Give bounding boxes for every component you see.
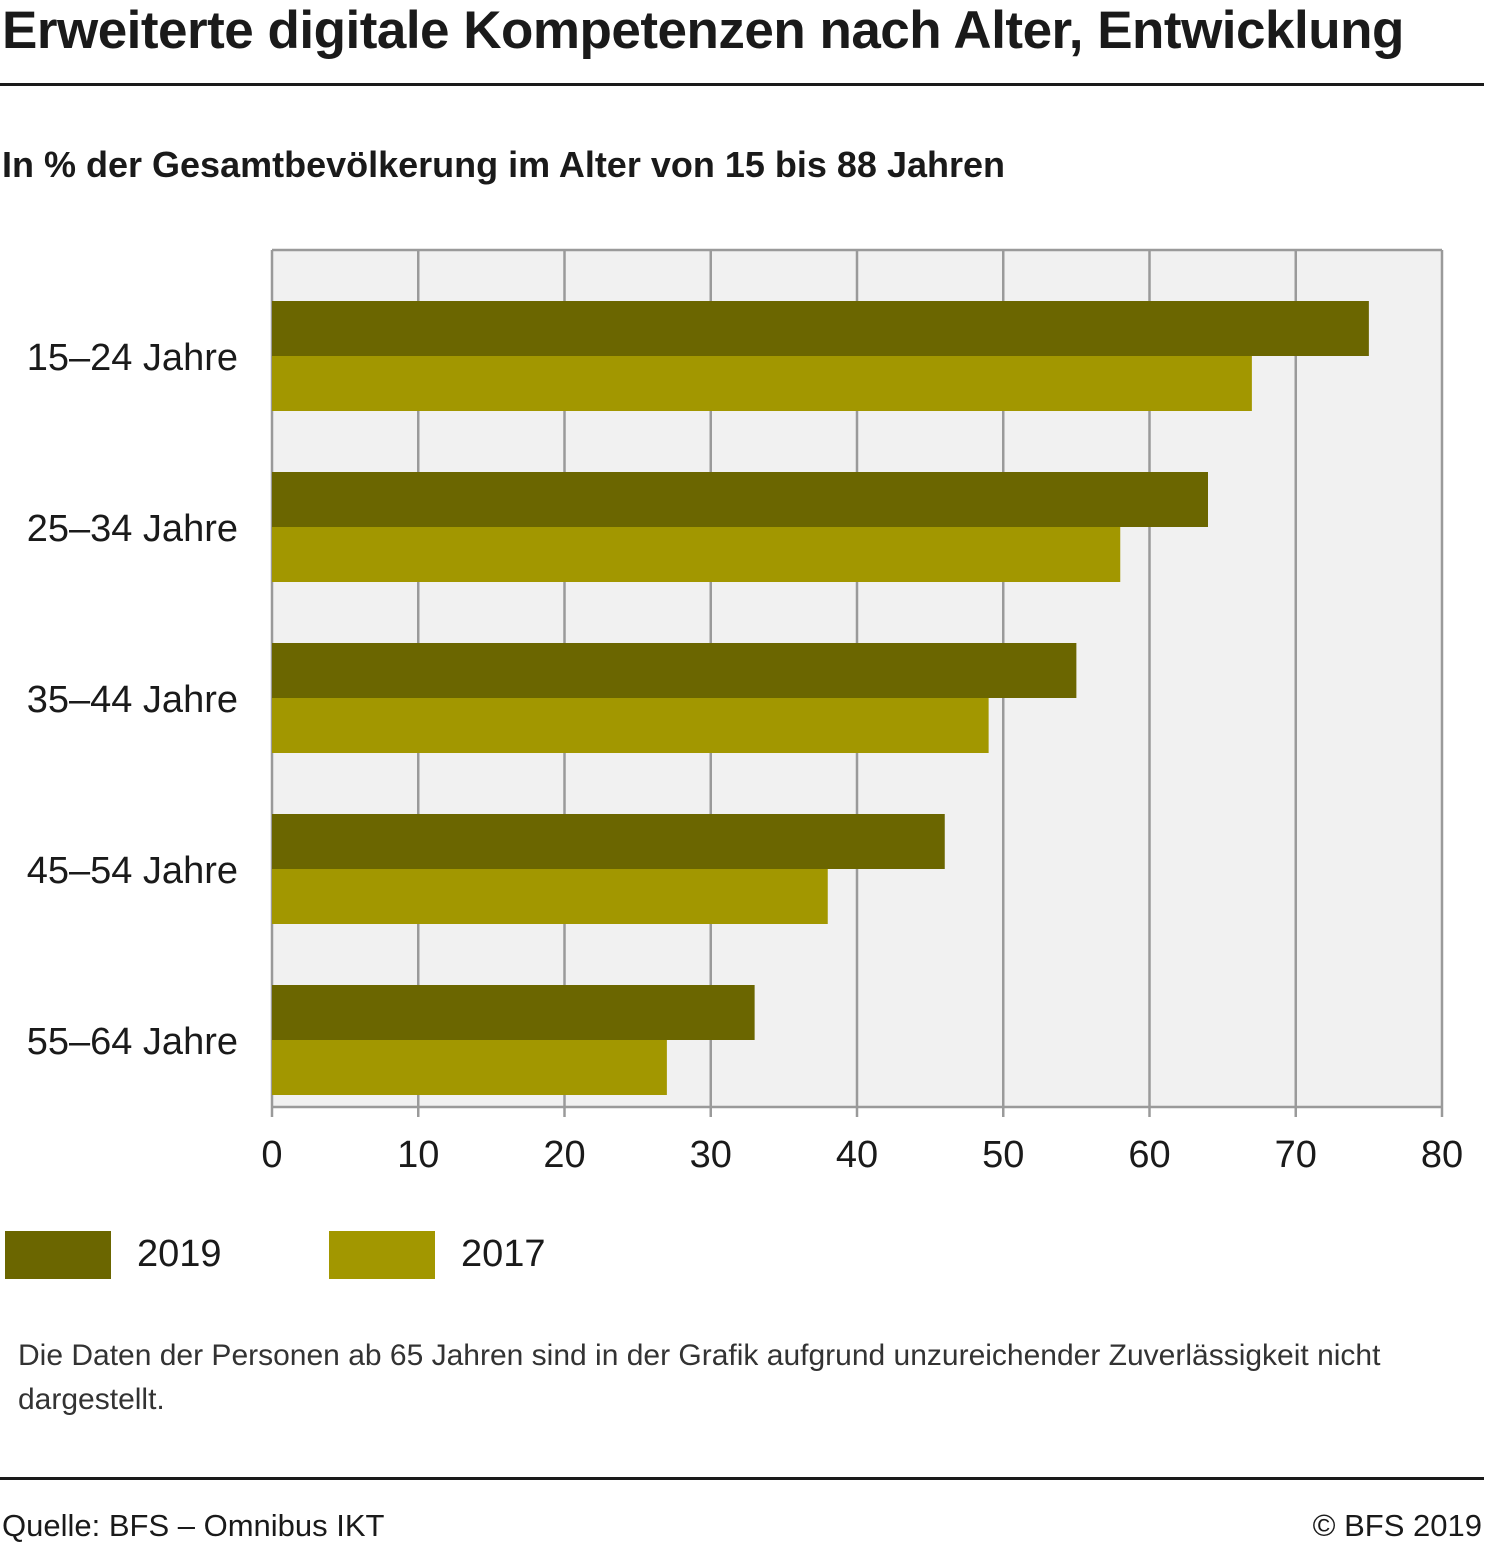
legend-swatch-2017 bbox=[329, 1231, 435, 1279]
bar-chart: 0 10 20 30 40 50 60 70 80 15–24 Jahre 25–34 Jahre 3… bbox=[27, 248, 1463, 1176]
chart-subtitle: In % der Gesamtbevölkerung im Alter von … bbox=[2, 144, 1006, 185]
x-tick-label-30: 30 bbox=[690, 1134, 732, 1176]
x-tick-label-10: 10 bbox=[397, 1134, 439, 1176]
chart-title: Erweiterte digitale Kompetenzen nach Alt… bbox=[2, 1, 1404, 60]
x-tick-label-20: 20 bbox=[543, 1134, 585, 1176]
bar-2017-5 bbox=[272, 1040, 667, 1095]
bar-2019-2 bbox=[272, 472, 1208, 527]
bar-2019-4 bbox=[272, 814, 945, 869]
x-tick-label-50: 50 bbox=[982, 1134, 1024, 1176]
category-label-2: 25–34 Jahre bbox=[27, 508, 238, 550]
copyright-text: © BFS 2019 bbox=[1312, 1508, 1482, 1543]
title-rule bbox=[0, 83, 1484, 86]
category-label-3: 35–44 Jahre bbox=[27, 679, 238, 721]
category-label-5: 55–64 Jahre bbox=[27, 1021, 238, 1063]
bar-2017-2 bbox=[272, 527, 1121, 582]
bar-2019-5 bbox=[272, 985, 755, 1040]
footer-rule bbox=[0, 1477, 1484, 1480]
x-tick-label-60: 60 bbox=[1128, 1134, 1170, 1176]
source-text: Quelle: BFS – Omnibus IKT bbox=[2, 1508, 385, 1543]
legend-label-2017: 2017 bbox=[461, 1233, 546, 1275]
legend-label-2019: 2019 bbox=[137, 1233, 222, 1275]
x-tick-label-80: 80 bbox=[1421, 1134, 1463, 1176]
bar-2017-4 bbox=[272, 869, 828, 924]
x-tick-label-70: 70 bbox=[1275, 1134, 1317, 1176]
x-tick-label-0: 0 bbox=[261, 1134, 282, 1176]
bar-2019-1 bbox=[272, 301, 1369, 356]
x-tick-label-40: 40 bbox=[836, 1134, 878, 1176]
category-label-4: 45–54 Jahre bbox=[27, 850, 238, 892]
bar-2017-1 bbox=[272, 356, 1252, 411]
footnote: Die Daten der Personen ab 65 Jahren sind… bbox=[18, 1339, 1381, 1416]
category-label-1: 15–24 Jahre bbox=[27, 337, 238, 379]
bar-2017-3 bbox=[272, 698, 989, 753]
legend-swatch-2019 bbox=[5, 1231, 111, 1279]
bar-2019-3 bbox=[272, 643, 1077, 698]
